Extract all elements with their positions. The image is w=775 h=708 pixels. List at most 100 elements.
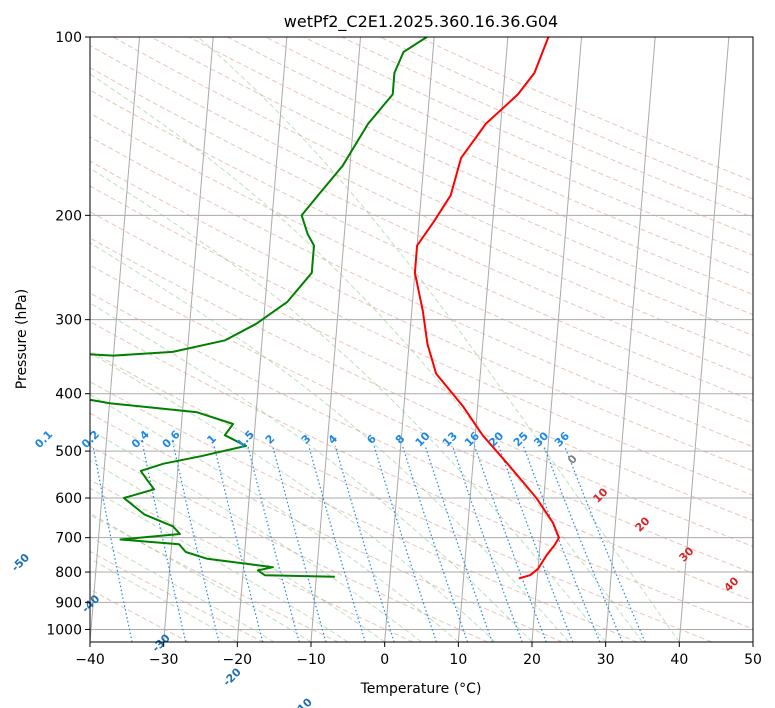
moist-adiabat-line [90, 352, 496, 642]
y-tick-label: 800 [55, 565, 82, 581]
moist-adiabat-line [90, 73, 643, 642]
isotherm-line [310, 37, 362, 642]
dry-adiabat-line [90, 445, 488, 642]
series-lines [90, 37, 560, 580]
dry-adiabat-line [112, 37, 753, 337]
y-tick-label: 1000 [46, 622, 82, 638]
dry-adiabat-label: -40 [79, 592, 102, 615]
dry-adiabat-line [90, 45, 753, 358]
y-tick-label: 500 [55, 444, 82, 460]
mixing-ratio-line [308, 445, 366, 642]
x-tick-label: 40 [670, 652, 688, 668]
mixing-ratio-line [142, 445, 187, 642]
x-tick-label: −40 [75, 652, 105, 668]
mixing-ratio-label: 30 [531, 429, 551, 449]
moist-adiabat-line [197, 37, 680, 642]
mixing-ratio-line [451, 445, 523, 642]
dry-adiabat-line [90, 412, 563, 642]
x-tick-label: 0 [380, 652, 389, 668]
dry-adiabat-line [90, 211, 753, 522]
mixing-ratio-label: 6 [364, 432, 379, 447]
dewpoint-line [90, 37, 428, 578]
y-tick-label: 400 [55, 387, 82, 403]
y-tick-label: 700 [55, 531, 82, 547]
isotherm-line [678, 37, 730, 642]
mixing-ratio-label: 0.4 [129, 428, 152, 451]
mixing-ratio-label: 13 [440, 429, 460, 449]
mixing-ratio-line [213, 445, 264, 642]
mixing-ratio-line [334, 445, 395, 642]
isotherm-line [752, 635, 753, 642]
moist-adiabat-line [90, 535, 275, 642]
dry-adiabat-line [188, 37, 753, 296]
mixing-ratio-label: 2 [263, 432, 278, 447]
isotherm-line [531, 37, 583, 642]
dry-adiabat-line [90, 588, 190, 642]
temperature-line [413, 37, 560, 580]
x-tick-label: −10 [296, 652, 326, 668]
dry-adiabat-line [90, 350, 712, 642]
mixing-ratio-line [473, 445, 547, 642]
dry-adiabat-line [90, 67, 753, 379]
background-lines [90, 37, 753, 642]
moist-adiabat-line [90, 242, 570, 642]
dry-adiabat-line [90, 160, 753, 472]
x-tick-label: 10 [449, 652, 467, 668]
x-tick-label: 50 [744, 652, 762, 668]
mixing-ratio-line [424, 445, 493, 642]
moist-adiabat-line [90, 302, 533, 642]
moist-adiabat-label: 10 [591, 485, 611, 505]
isotherm-line [384, 37, 435, 642]
moist-adiabat-line [90, 512, 312, 642]
dry-adiabat-line [90, 514, 339, 642]
mixing-ratio-line [563, 445, 646, 642]
dry-adiabat-line [90, 237, 753, 548]
dry-adiabat-line [90, 550, 264, 642]
dry-adiabat-line [150, 37, 753, 316]
mixing-ratio-label: 0.2 [79, 428, 102, 451]
isotherm-line [457, 37, 509, 642]
moist-adiabat-label: 40 [722, 574, 742, 594]
dry-adiabat-line [90, 112, 753, 424]
dry-adiabat-label: -10 [292, 695, 315, 708]
dry-adiabat-label: -20 [220, 665, 243, 688]
isotherm-line [163, 37, 214, 642]
y-tick-label: 600 [55, 491, 82, 507]
y-axis-label: Pressure (hPa) [14, 289, 30, 389]
moist-adiabat-label: 0 [565, 452, 580, 467]
plot-frame [89, 36, 754, 643]
dry-adiabat-label: -50 [9, 551, 32, 574]
moist-adiabat-line [90, 167, 607, 642]
mixing-ratio-line [247, 445, 300, 642]
mixing-ratio-label: 20 [486, 429, 506, 449]
chart-title: wetPf2_C2E1.2025.360.16.36.G04 [284, 12, 558, 32]
mixing-ratio-label: 0.1 [32, 428, 55, 451]
moist-adiabat-label: 30 [677, 544, 697, 564]
x-tick-label: −30 [149, 652, 179, 668]
dry-adiabat-line [90, 321, 753, 630]
dry-adiabat-line [90, 185, 753, 496]
x-tick-label: −20 [223, 652, 253, 668]
y-tick-label: 200 [55, 208, 82, 224]
moist-adiabat-line [90, 460, 385, 642]
y-tick-label: 100 [55, 30, 82, 46]
x-tick-label: 20 [523, 652, 541, 668]
x-tick-label: 30 [597, 652, 615, 668]
mixing-ratio-label: 3 [299, 432, 314, 447]
dry-adiabat-line [90, 479, 414, 642]
isotherm-line [236, 37, 288, 642]
mixing-ratio-line [173, 445, 220, 642]
y-tick-label: 300 [55, 313, 82, 329]
y-axis: 100 200 300 400 500 600 700 800 900 1000 [46, 30, 90, 638]
mixing-ratio-line [401, 445, 469, 642]
moist-adiabat-line [90, 429, 422, 642]
mixing-ratio-label: 10 [413, 429, 433, 449]
mixing-ratio-label: 8 [393, 432, 408, 447]
moist-adiabat-line [90, 393, 459, 642]
moist-adiabat-line [90, 557, 238, 642]
mixing-ratio-label: 36 [552, 429, 572, 449]
x-axis-label: Temperature (°C) [360, 681, 482, 697]
isotherm-line [605, 37, 656, 642]
isotherm-line [90, 37, 141, 642]
